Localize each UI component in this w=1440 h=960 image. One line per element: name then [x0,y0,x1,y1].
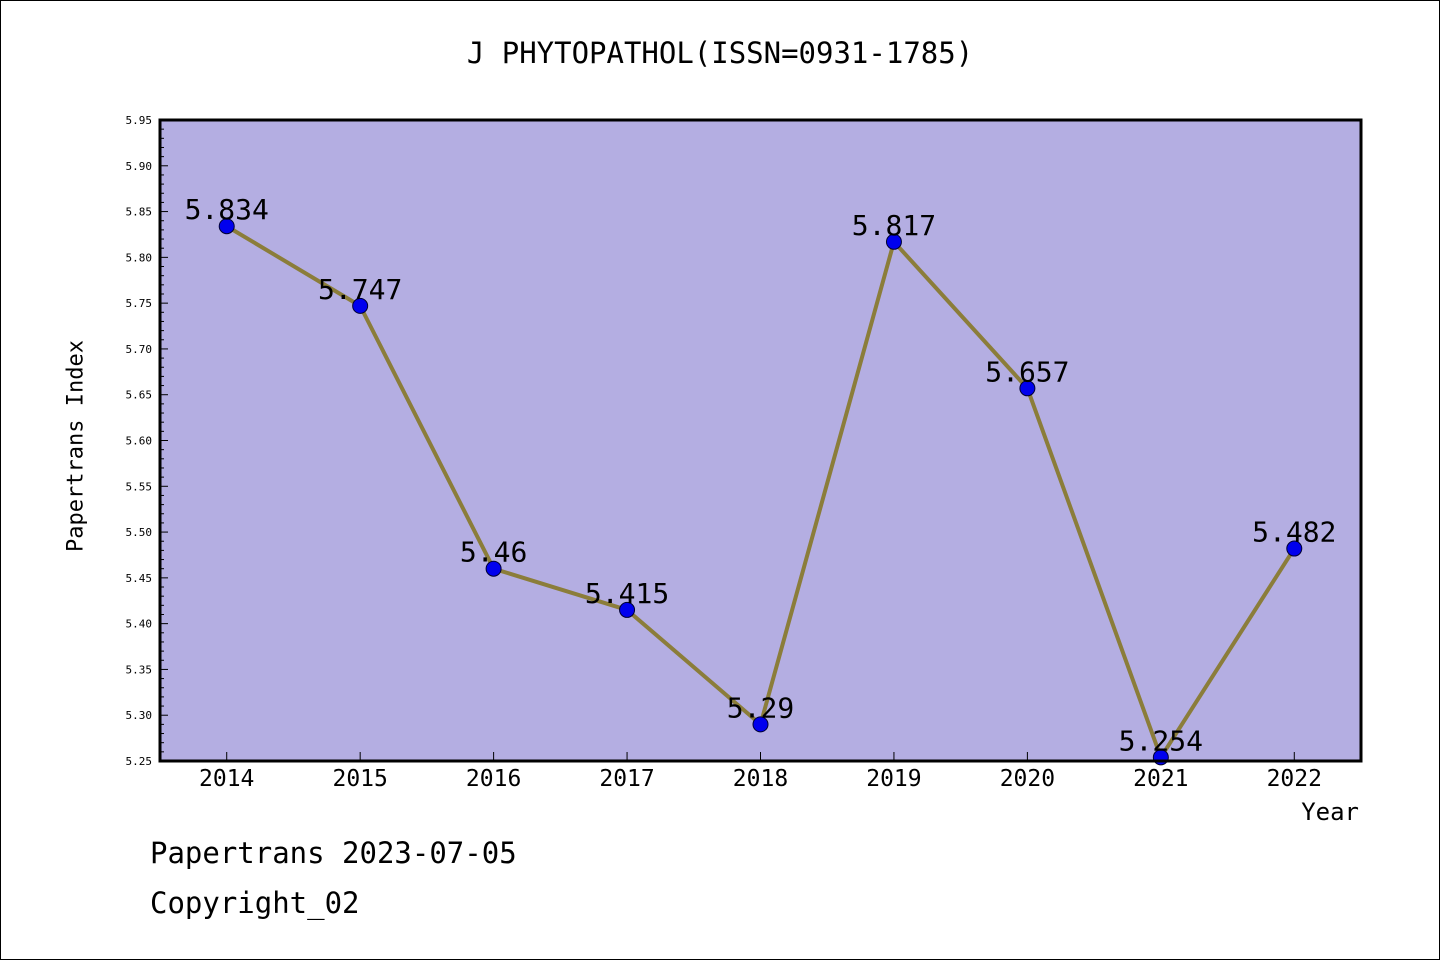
data-point [752,716,769,733]
y-tick-label: 5.30 [126,709,153,722]
y-tick-label: 5.60 [126,435,153,448]
y-axis: 5.25 5.30 5.35 5.40 5.45 5.50 5.55 5.60 5.65 5.70… [126,114,168,768]
x-tick-label: 2019 [866,766,921,792]
y-tick-label: 5.25 [126,755,153,768]
x-tick-label: 2016 [466,766,521,792]
data-point [485,560,502,577]
data-point [1286,540,1303,557]
data-label: 5.747 [318,273,402,306]
y-tick-label: 5.40 [126,618,153,631]
data-point [885,233,902,250]
y-tick-label: 5.55 [126,480,153,493]
y-tick-label: 5.65 [126,389,153,402]
footer-copyright: Copyright_02 [150,886,360,920]
data-point [352,297,369,314]
x-tick-label: 2015 [332,766,387,792]
markers-group [218,218,1303,766]
data-label: 5.817 [852,209,936,242]
data-label: 5.415 [585,577,669,610]
data-label: 5.834 [185,193,269,226]
chart-title: J PHYTOPATHOL(ISSN=0931-1785) [466,36,974,70]
y-tick-label: 5.70 [126,343,153,356]
plot-area [160,120,1361,761]
x-tick-label: 2021 [1133,766,1188,792]
y-tick-label: 5.45 [126,572,153,585]
x-tick-label: 2020 [1000,766,1055,792]
data-point [619,601,636,618]
y-tick-label: 5.50 [126,526,153,539]
footer-date: Papertrans 2023-07-05 [150,836,517,870]
x-tick-label: 2022 [1267,766,1322,792]
data-label: 5.29 [727,691,794,724]
data-label: 5.482 [1252,516,1336,549]
x-axis: 2014 2015 2016 2017 2018 2019 2020 2021 2022 [199,752,1322,792]
plot-border [158,118,1363,763]
y-tick-label: 5.35 [126,663,153,676]
y-tick-label: 5.80 [126,251,153,264]
data-point [1019,380,1036,397]
data-label: 5.46 [460,536,527,569]
data-label: 5.254 [1119,724,1203,757]
y-tick-label: 5.95 [126,114,153,127]
x-axis-label: Year [1301,798,1359,826]
data-point [218,218,235,235]
x-tick-label: 2014 [199,766,254,792]
y-tick-label: 5.85 [126,206,153,219]
data-labels-group: 5.834 5.747 5.46 5.415 5.29 5.817 5.657 5.254 5.… [185,193,1337,757]
y-tick-label: 5.75 [126,297,153,310]
data-label: 5.657 [985,355,1069,388]
y-tick-label: 5.90 [126,160,153,173]
x-tick-label: 2018 [733,766,788,792]
x-tick-label: 2017 [599,766,654,792]
